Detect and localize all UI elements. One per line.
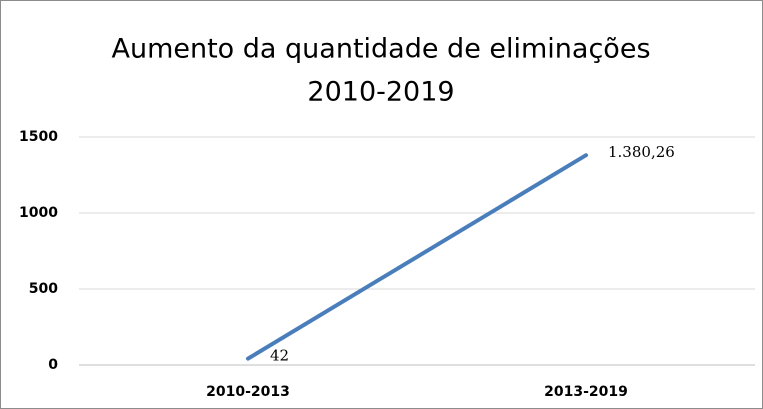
x-tick-label: 2013-2019 — [544, 384, 628, 400]
x-tick-label: 2010-2013 — [206, 384, 290, 400]
chart-title: Aumento da quantidade de eliminações — [111, 34, 650, 65]
y-tick-label: 0 — [48, 357, 58, 373]
data-label: 42 — [270, 347, 289, 365]
data-label: 1.380,26 — [608, 143, 675, 161]
chart-title: 2010-2019 — [307, 77, 454, 108]
data-line — [246, 153, 588, 361]
y-tick-label: 1000 — [19, 205, 58, 221]
y-tick-label: 500 — [29, 281, 58, 297]
y-tick-label: 1500 — [19, 129, 58, 145]
